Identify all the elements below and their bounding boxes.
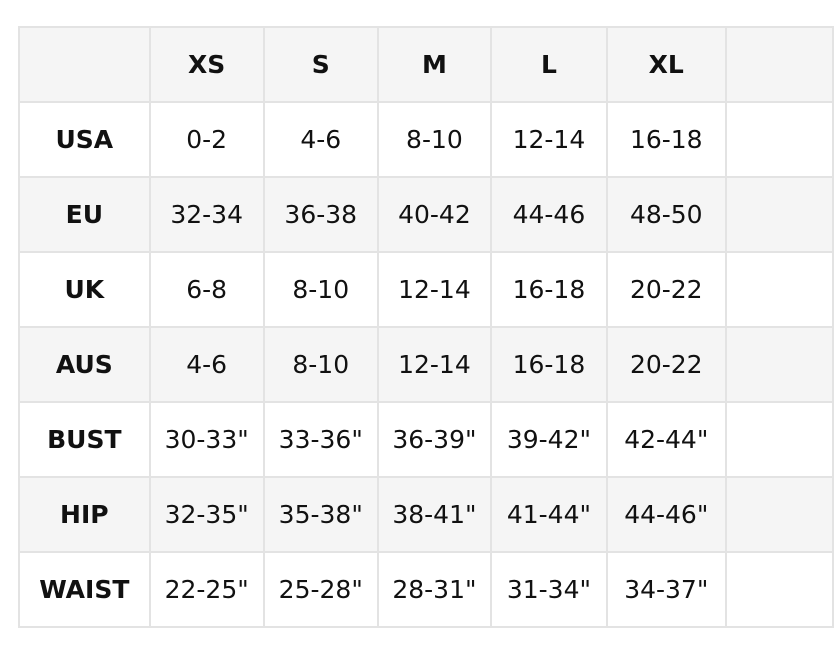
size-row: EU 32-34 36-38 40-42 44-46 48-50: [18, 176, 834, 253]
size-value: 22-25": [148, 551, 265, 628]
cut-cell: [724, 401, 834, 478]
size-value: 39-42": [490, 401, 608, 478]
size-header: M: [376, 26, 493, 103]
size-value: 16-18: [490, 326, 608, 403]
size-row: UK 6-8 8-10 12-14 16-18 20-22: [18, 251, 834, 328]
header-row: XS S M L XL: [18, 26, 834, 103]
row-label: UK: [18, 251, 151, 328]
cut-cell: [724, 26, 834, 103]
size-value: 36-38: [262, 176, 379, 253]
size-value: 34-37": [605, 551, 727, 628]
size-header: XS: [148, 26, 265, 103]
size-value: 42-44": [605, 401, 727, 478]
size-value: 41-44": [490, 476, 608, 553]
size-value: 36-39": [376, 401, 493, 478]
row-label: BUST: [18, 401, 151, 478]
cut-cell: [724, 101, 834, 178]
size-row: BUST 30-33" 33-36" 36-39" 39-42" 42-44": [18, 401, 834, 478]
size-value: 32-34: [148, 176, 265, 253]
size-value: 4-6: [262, 101, 379, 178]
row-label: EU: [18, 176, 151, 253]
size-header: L: [490, 26, 608, 103]
size-value: 4-6: [148, 326, 265, 403]
row-label: WAIST: [18, 551, 151, 628]
cut-cell: [724, 326, 834, 403]
size-value: 40-42: [376, 176, 493, 253]
size-value: 38-41": [376, 476, 493, 553]
corner-cell: [18, 26, 151, 103]
cut-cell: [724, 551, 834, 628]
row-label: HIP: [18, 476, 151, 553]
size-value: 12-14: [376, 251, 493, 328]
size-value: 44-46": [605, 476, 727, 553]
size-row: USA 0-2 4-6 8-10 12-14 16-18: [18, 101, 834, 178]
size-value: 44-46: [490, 176, 608, 253]
size-row: AUS 4-6 8-10 12-14 16-18 20-22: [18, 326, 834, 403]
row-label: USA: [18, 101, 151, 178]
size-value: 32-35": [148, 476, 265, 553]
size-header: XL: [605, 26, 727, 103]
size-value: 30-33": [148, 401, 265, 478]
size-value: 12-14: [376, 326, 493, 403]
size-table: XS S M L XL USA 0-2 4-6 8-10 12-14 16-18 EU 32-34 36-…: [18, 26, 834, 628]
size-value: 16-18: [490, 251, 608, 328]
size-value: 33-36": [262, 401, 379, 478]
cut-cell: [724, 176, 834, 253]
size-row: WAIST 22-25" 25-28" 28-31" 31-34" 34-37": [18, 551, 834, 628]
size-value: 8-10: [376, 101, 493, 178]
row-label: AUS: [18, 326, 151, 403]
size-value: 20-22: [605, 326, 727, 403]
cut-cell: [724, 476, 834, 553]
size-value: 20-22: [605, 251, 727, 328]
size-value: 8-10: [262, 326, 379, 403]
size-value: 31-34": [490, 551, 608, 628]
size-value: 6-8: [148, 251, 265, 328]
cut-cell: [724, 251, 834, 328]
size-value: 0-2: [148, 101, 265, 178]
size-value: 25-28": [262, 551, 379, 628]
size-row: HIP 32-35" 35-38" 38-41" 41-44" 44-46": [18, 476, 834, 553]
size-header: S: [262, 26, 379, 103]
size-value: 35-38": [262, 476, 379, 553]
size-value: 16-18: [605, 101, 727, 178]
size-value: 28-31": [376, 551, 493, 628]
size-value: 48-50: [605, 176, 727, 253]
size-value: 12-14: [490, 101, 608, 178]
size-value: 8-10: [262, 251, 379, 328]
